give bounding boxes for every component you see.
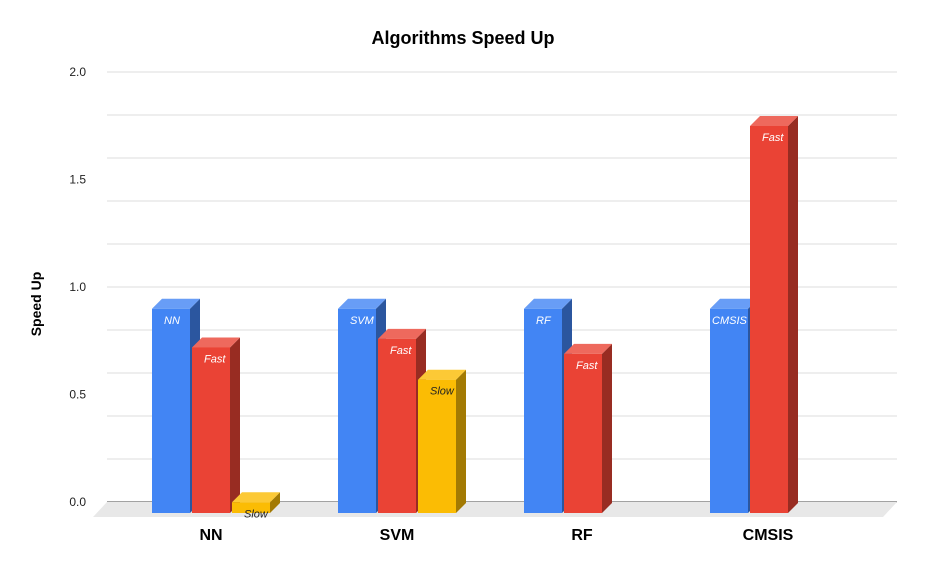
bar-top <box>152 298 200 309</box>
bar-side <box>788 116 798 513</box>
bar-top <box>524 298 572 309</box>
bar-side <box>602 343 612 513</box>
bar-label: SVM <box>350 315 375 327</box>
chart-title: Algorithms Speed Up <box>371 28 554 48</box>
bar-front <box>338 308 376 513</box>
chart-floor <box>93 502 897 517</box>
bars-layer: NN Fast Slow SVM Fast Slow RF Fast CMSIS Fast <box>152 116 798 520</box>
x-tick-label: SVM <box>380 527 415 544</box>
bar-top <box>338 298 386 309</box>
y-axis-ticks: 0.0 0.5 1.0 1.5 2.0 <box>69 65 86 509</box>
bar-label: Fast <box>204 353 226 365</box>
bar-top <box>564 343 612 354</box>
bar-top <box>710 298 758 309</box>
bar-front <box>564 353 602 513</box>
bar-label: RF <box>536 315 552 327</box>
bar-top <box>418 369 466 380</box>
bar: SVM <box>338 298 386 513</box>
bar-group-nn: NN Fast Slow <box>152 298 280 520</box>
bar-side <box>270 492 280 513</box>
y-tick-label: 0.0 <box>69 495 86 509</box>
y-axis-label: Speed Up <box>28 272 44 337</box>
y-tick-label: 2.0 <box>69 65 86 79</box>
bar: Fast <box>564 343 612 513</box>
x-tick-label: RF <box>571 527 593 544</box>
bar-front <box>524 308 562 513</box>
bar-front <box>750 126 788 513</box>
bar-group-cmsis: CMSIS Fast <box>710 116 798 513</box>
bar-label: Fast <box>576 360 598 372</box>
bar: Fast <box>750 116 798 513</box>
floor-plane <box>93 502 897 517</box>
bar-front <box>232 502 270 513</box>
bar-top <box>192 337 240 348</box>
bar-label: Fast <box>762 132 784 144</box>
bar-label: Slow <box>244 508 269 520</box>
bar-top <box>750 116 798 126</box>
bar-front <box>192 347 230 513</box>
bar-side <box>456 369 466 513</box>
bar-label: CMSIS <box>712 315 748 327</box>
bar-top <box>232 492 280 503</box>
bar-group-rf: RF Fast <box>524 298 612 513</box>
bar-top <box>378 328 426 339</box>
y-tick-label: 1.0 <box>69 280 86 294</box>
bar-front <box>418 379 456 513</box>
x-tick-label: NN <box>199 527 222 544</box>
bar: Fast <box>192 337 240 513</box>
bar-label: Fast <box>390 345 412 357</box>
bar-label: Slow <box>430 386 455 398</box>
bar: Slow <box>418 369 466 513</box>
bar-side <box>230 337 240 513</box>
x-tick-label: CMSIS <box>743 527 794 544</box>
bar-front <box>378 338 416 513</box>
bar-group-svm: SVM Fast Slow <box>338 298 466 513</box>
bar-front <box>152 308 190 513</box>
y-tick-label: 0.5 <box>69 388 86 402</box>
bar-label: NN <box>164 315 180 327</box>
y-tick-label: 1.5 <box>69 173 86 187</box>
bar-front <box>710 308 748 513</box>
bar: Slow <box>232 492 280 520</box>
x-axis-ticks: NN SVM RF CMSIS <box>199 527 793 544</box>
